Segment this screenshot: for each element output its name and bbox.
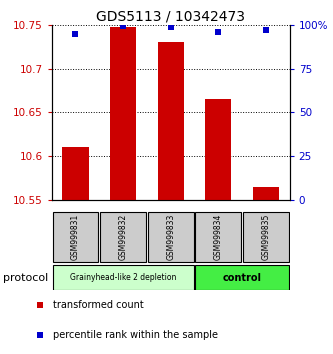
- Bar: [158, 42, 184, 200]
- Text: Grainyhead-like 2 depletion: Grainyhead-like 2 depletion: [70, 273, 176, 282]
- Bar: [148, 212, 193, 262]
- Bar: [53, 265, 193, 290]
- Bar: [253, 187, 279, 200]
- Title: GDS5113 / 10342473: GDS5113 / 10342473: [96, 10, 245, 24]
- Text: percentile rank within the sample: percentile rank within the sample: [53, 330, 218, 341]
- Text: GSM999834: GSM999834: [214, 214, 223, 260]
- Text: GSM999832: GSM999832: [119, 214, 128, 260]
- Bar: [100, 212, 146, 262]
- Bar: [195, 212, 241, 262]
- Text: protocol: protocol: [3, 273, 49, 282]
- Text: GSM999831: GSM999831: [71, 214, 80, 260]
- Text: GSM999833: GSM999833: [166, 214, 175, 260]
- Bar: [205, 99, 231, 200]
- Text: GSM999835: GSM999835: [261, 214, 270, 260]
- Bar: [62, 148, 89, 200]
- Bar: [243, 212, 289, 262]
- Bar: [110, 27, 136, 200]
- Text: control: control: [222, 273, 262, 282]
- Bar: [53, 212, 98, 262]
- Text: transformed count: transformed count: [53, 300, 144, 310]
- Bar: [195, 265, 289, 290]
